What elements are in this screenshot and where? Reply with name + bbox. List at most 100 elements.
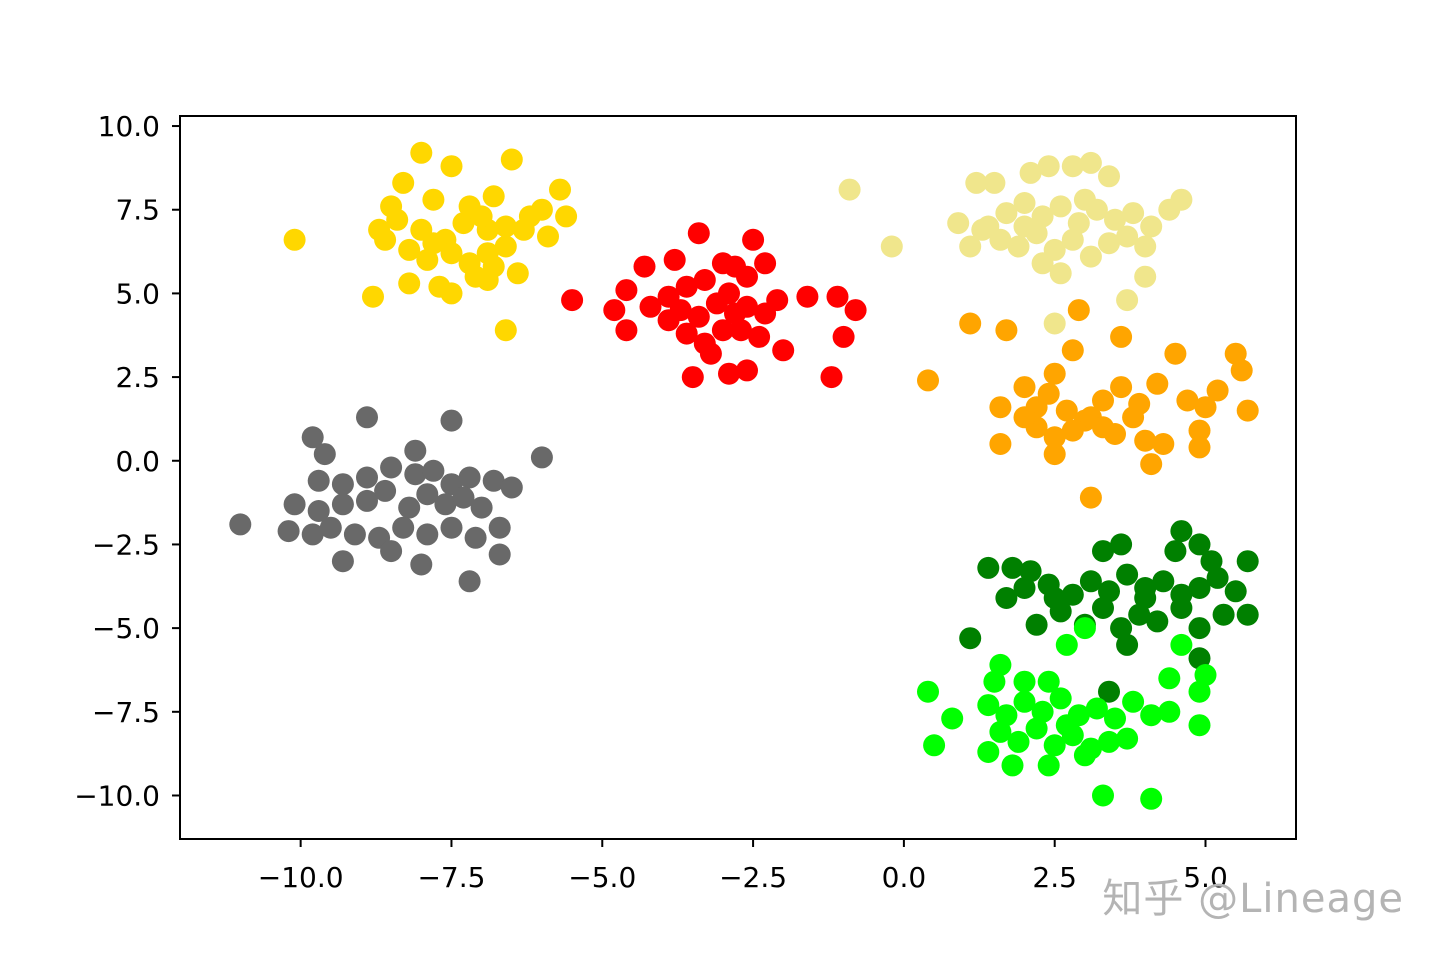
scatter-point (1164, 540, 1187, 563)
scatter-point (1134, 587, 1157, 609)
scatter-point (283, 228, 306, 251)
scatter-point (1230, 359, 1253, 382)
scatter-point (1043, 426, 1066, 449)
scatter-point (1049, 262, 1072, 285)
scatter-point (1043, 312, 1066, 335)
scatter-point (1104, 707, 1126, 730)
plot-frame (179, 115, 1297, 840)
scatter-point (404, 463, 427, 486)
scatter-point (681, 366, 704, 389)
scatter-point (1055, 399, 1078, 422)
scatter-point (283, 493, 306, 516)
scatter-point (500, 476, 523, 499)
scatter-point (1055, 633, 1078, 656)
scatter-point (398, 238, 421, 261)
scatter-point (1049, 195, 1072, 218)
scatter-point (1092, 540, 1114, 563)
scatter-point (1152, 433, 1175, 455)
x-tick-label: −5.0 (568, 861, 636, 894)
scatter-point (959, 235, 982, 258)
scatter-point (1061, 419, 1084, 442)
scatter-point (989, 433, 1012, 455)
scatter-point (530, 446, 553, 469)
scatter-point (518, 205, 541, 228)
scatter-point (488, 543, 511, 566)
scatter-point (1236, 550, 1259, 573)
watermark: 知乎 @Lineage (1102, 876, 1404, 922)
scatter-point (1025, 613, 1048, 636)
scatter-point (1110, 533, 1133, 556)
scatter-point (730, 319, 752, 342)
scatter-point (995, 319, 1018, 342)
scatter-point (736, 359, 758, 382)
scatter-point (1001, 754, 1024, 777)
scatter-point (1194, 664, 1217, 686)
scatter-point (1013, 376, 1036, 399)
scatter-point (301, 426, 324, 449)
scatter-point (1037, 670, 1060, 693)
scatter-point (1110, 325, 1133, 348)
scatter-point (1055, 714, 1078, 737)
scatter-point (494, 319, 517, 342)
scatter-point (633, 255, 656, 278)
scatter-point (639, 295, 662, 318)
scatter-point (995, 202, 1018, 225)
scatter-point (482, 185, 505, 208)
scatter-point (1073, 188, 1096, 211)
scatter-point (1013, 406, 1036, 429)
scatter-point (1110, 617, 1133, 640)
scatter-point (1176, 389, 1199, 412)
scatter-point (1079, 570, 1102, 593)
y-tick-label: −10.0 (74, 779, 160, 812)
scatter-point (1019, 560, 1042, 583)
scatter-point (1128, 603, 1151, 626)
scatter-point (1043, 362, 1066, 385)
scatter-point (555, 205, 578, 228)
scatter-point (766, 289, 789, 312)
scatter-point (398, 272, 421, 295)
scatter-point (301, 523, 324, 546)
scatter-point (1188, 617, 1211, 640)
scatter-point (1001, 556, 1024, 579)
scatter-point (687, 305, 710, 328)
scatter-point (537, 225, 559, 248)
scatter-point (923, 734, 946, 757)
scatter-point (416, 523, 439, 546)
scatter-point (995, 587, 1018, 609)
scatter-point (1236, 603, 1259, 626)
scatter-point (1122, 406, 1145, 429)
scatter-point (880, 235, 903, 258)
scatter-point (343, 523, 366, 546)
scatter-point (1158, 667, 1181, 690)
scatter-point (1067, 212, 1090, 235)
x-tick-label: 2.5 (1032, 861, 1077, 894)
scatter-point (1188, 436, 1211, 459)
scatter-point (748, 325, 771, 348)
scatter-point (1007, 730, 1030, 753)
scatter-point (1073, 617, 1096, 640)
scatter-point (1049, 687, 1072, 710)
scatter-point (1079, 245, 1102, 268)
scatter-point (1098, 165, 1120, 188)
x-tick-label: 0.0 (882, 861, 927, 894)
scatter-point (1140, 787, 1163, 810)
scatter-point (1013, 215, 1036, 238)
scatter-point (718, 362, 740, 385)
scatter-point (331, 550, 354, 573)
scatter-point (693, 269, 716, 291)
scatter-point (603, 299, 626, 322)
scatter-point (1206, 566, 1229, 589)
scatter-point (1188, 647, 1211, 670)
scatter-point (1085, 697, 1108, 720)
scatter-point (1116, 289, 1139, 312)
scatter-point (1134, 265, 1157, 288)
scatter-point (983, 670, 1006, 693)
scatter-point (1224, 580, 1247, 603)
scatter-point (1158, 198, 1181, 221)
scatter-point (434, 493, 457, 516)
scatter-point (1170, 520, 1193, 543)
scatter-point (331, 493, 354, 516)
scatter-point (1013, 192, 1036, 214)
scatter-point (458, 570, 481, 593)
